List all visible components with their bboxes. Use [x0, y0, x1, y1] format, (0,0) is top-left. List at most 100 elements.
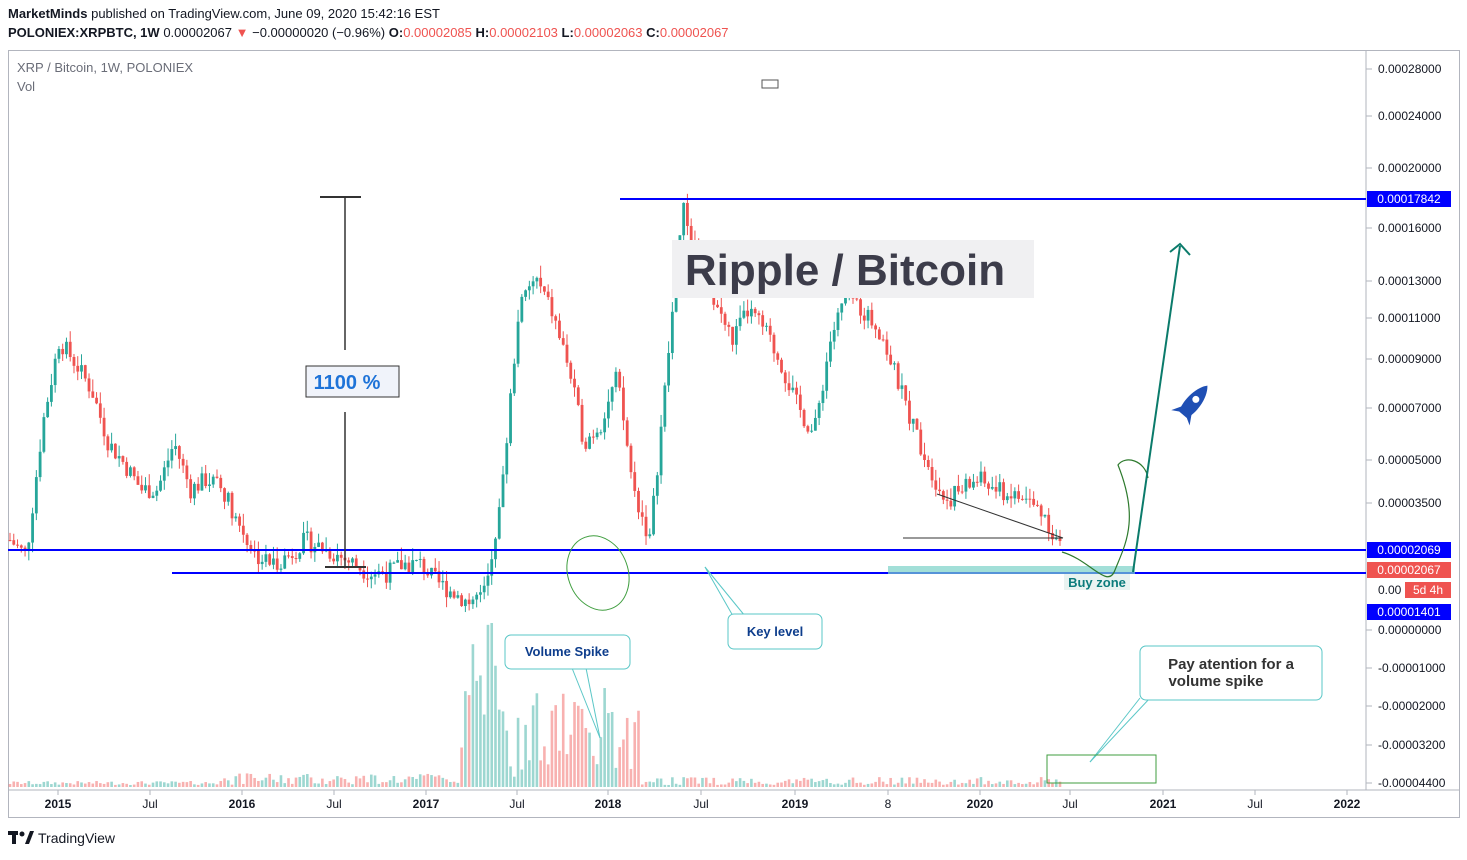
volume-bar — [896, 782, 900, 787]
publish-info: MarketMinds published on TradingView.com… — [8, 6, 440, 21]
candle-body — [479, 592, 482, 595]
rocket-icon — [1171, 385, 1208, 426]
price-tick-label: 0.00013000 — [1378, 274, 1442, 288]
price-axis: 0.00028000 0.00024000 0.00020000 0.00016000… — [1366, 62, 1446, 790]
candle-body — [61, 348, 65, 355]
collapse-icon[interactable] — [761, 79, 779, 89]
chart-frame[interactable] — [8, 50, 1460, 818]
volume-bar — [27, 781, 31, 787]
key-level-callout[interactable]: Key level — [704, 566, 823, 650]
volume-bar — [513, 776, 516, 787]
volume-bar — [723, 784, 727, 787]
price-tick-label: 0.00016000 — [1378, 221, 1442, 235]
candle-body — [599, 432, 603, 434]
highlight-ellipse[interactable] — [557, 527, 639, 619]
volume-bar — [531, 705, 535, 787]
time-tick-label: 2019 — [782, 797, 809, 811]
time-tick-label: 2018 — [595, 797, 622, 811]
candle-body — [686, 202, 689, 226]
candle-body — [144, 485, 147, 491]
candle-body — [670, 311, 674, 354]
descending-triangle[interactable] — [903, 493, 1064, 539]
candle-body — [155, 490, 159, 496]
candle-body — [667, 353, 671, 386]
volume-bar — [407, 776, 411, 787]
volume-bar — [576, 705, 580, 787]
volume-bar — [287, 778, 290, 787]
candle-body — [494, 538, 497, 560]
candle-body — [215, 476, 219, 478]
volume-bar — [1013, 784, 1017, 787]
footer-brand[interactable]: TradingView — [38, 830, 116, 846]
candle-body — [1039, 505, 1043, 517]
volume-bar — [742, 780, 746, 787]
volume-bars — [8, 623, 1062, 787]
candle-body — [911, 418, 915, 424]
candle-body — [467, 599, 471, 605]
candle-body — [591, 436, 595, 438]
volume-bar — [878, 777, 881, 787]
candle-body — [964, 478, 968, 492]
candle-body — [919, 429, 923, 455]
published-text: published on TradingView.com, June 09, 2… — [91, 6, 440, 21]
candle-body — [162, 467, 166, 481]
candle-body — [923, 454, 926, 461]
projection-curve[interactable] — [1061, 459, 1149, 578]
pay-attention-callout[interactable]: Pay atention for a volume spike — [1046, 645, 1323, 784]
candle-body — [38, 451, 42, 478]
volume-bar — [595, 764, 599, 787]
volume-bar — [339, 777, 343, 787]
volume-bar — [268, 773, 271, 787]
candle-body — [347, 560, 351, 563]
volume-bar — [607, 713, 610, 787]
publisher-name[interactable]: MarketMinds — [8, 6, 88, 21]
buy-zone-rect[interactable] — [888, 566, 1135, 574]
candle-body — [904, 385, 908, 401]
candle-body — [520, 296, 524, 322]
time-tick-label: 2022 — [1334, 797, 1361, 811]
candle-body — [727, 324, 731, 327]
candle-body — [780, 359, 783, 373]
price-tick-label: 0.00024000 — [1378, 109, 1442, 123]
candle-body — [938, 489, 941, 492]
key-level-label: Key level — [747, 624, 803, 639]
volume-bar — [832, 784, 836, 787]
candle-body — [934, 480, 938, 490]
price-tick-label: 0.00020000 — [1378, 161, 1442, 175]
volume-watch-box[interactable] — [1046, 754, 1157, 784]
volume-bar — [599, 737, 603, 787]
volume-bar — [738, 778, 742, 787]
candle-body — [543, 286, 546, 292]
projection-arrow[interactable] — [1132, 245, 1181, 573]
price-tick-label: -0.00003200 — [1378, 738, 1446, 752]
candle-body — [606, 401, 610, 419]
candle-body — [866, 309, 870, 321]
volume-bar — [990, 784, 994, 787]
volume-bar — [309, 777, 313, 787]
volume-bar — [930, 782, 934, 787]
volume-bar — [509, 766, 512, 787]
candle-body — [787, 383, 791, 391]
candle-body — [546, 291, 550, 298]
volume-bar — [719, 784, 723, 787]
volume-bar — [682, 777, 685, 787]
volume-bar — [238, 773, 241, 787]
candle-body — [648, 534, 652, 537]
volume-bar — [275, 782, 279, 787]
volume-bar — [652, 782, 655, 787]
volume-bar — [535, 693, 539, 787]
volume-bar — [554, 705, 557, 787]
candle-body — [588, 436, 591, 449]
volume-bar — [821, 780, 825, 787]
candle-body — [87, 378, 91, 392]
candle-body — [840, 303, 844, 313]
volume-bar — [441, 777, 445, 787]
volume-bar — [46, 781, 49, 787]
volume-spike-callout[interactable]: Volume Spike — [504, 634, 631, 739]
volume-spike-label: Volume Spike — [525, 644, 609, 659]
candle-body — [512, 363, 516, 394]
candle-body — [456, 595, 460, 598]
volume-bar — [102, 783, 106, 787]
measure-tool[interactable]: 1100 % — [305, 196, 400, 568]
